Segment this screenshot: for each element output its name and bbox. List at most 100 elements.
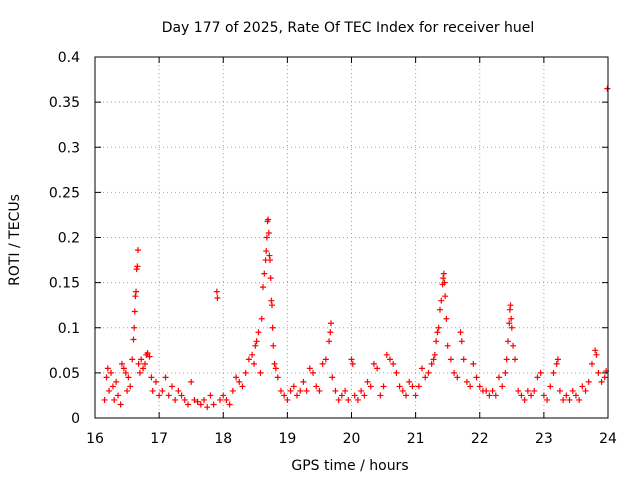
data-point — [124, 387, 131, 394]
data-point — [524, 387, 531, 394]
x-tick-label: 22 — [471, 431, 489, 447]
data-point — [322, 356, 329, 363]
data-point — [598, 378, 605, 385]
data-point — [260, 284, 267, 291]
data-point — [393, 369, 400, 376]
data-point — [374, 365, 381, 372]
data-point — [300, 378, 307, 385]
data-point — [106, 387, 113, 394]
data-point — [210, 401, 217, 408]
data-point — [540, 392, 547, 399]
data-point — [595, 369, 602, 376]
data-point — [553, 360, 560, 367]
data-point — [506, 306, 513, 313]
data-point — [430, 356, 437, 363]
data-point — [579, 383, 586, 390]
data-point — [588, 360, 595, 367]
data-point — [438, 297, 445, 304]
data-point — [287, 387, 294, 394]
data-point — [528, 392, 535, 399]
data-point — [537, 369, 544, 376]
data-point — [566, 396, 573, 403]
data-point — [370, 360, 377, 367]
data-point — [534, 374, 541, 381]
x-tick-label: 23 — [535, 431, 553, 447]
data-point — [327, 320, 334, 327]
data-point — [191, 396, 198, 403]
data-point — [367, 383, 374, 390]
data-point — [521, 396, 528, 403]
data-point — [457, 329, 464, 336]
data-point — [220, 392, 227, 399]
data-point — [441, 279, 448, 286]
data-point — [213, 288, 220, 295]
data-point — [267, 275, 274, 282]
data-point — [342, 387, 349, 394]
data-point — [601, 374, 608, 381]
data-point — [113, 378, 120, 385]
data-point — [172, 396, 179, 403]
data-point — [242, 369, 249, 376]
data-point — [463, 378, 470, 385]
data-point — [354, 396, 361, 403]
data-point — [109, 383, 116, 390]
data-point — [582, 387, 589, 394]
data-point — [101, 396, 108, 403]
data-point — [332, 387, 339, 394]
data-point — [127, 383, 134, 390]
data-point — [512, 356, 519, 363]
data-point — [125, 374, 132, 381]
data-points — [101, 85, 611, 411]
data-point — [361, 392, 368, 399]
y-tick-label: 0.25 — [49, 185, 80, 201]
data-point — [131, 308, 138, 315]
data-point — [454, 374, 461, 381]
data-point — [313, 383, 320, 390]
data-point — [380, 383, 387, 390]
data-point — [415, 383, 422, 390]
data-point — [108, 369, 115, 376]
data-point — [133, 288, 140, 295]
data-point — [433, 338, 440, 345]
data-point — [335, 396, 342, 403]
data-point — [162, 374, 169, 381]
data-point — [197, 401, 204, 408]
data-point — [184, 401, 191, 408]
data-point — [255, 329, 262, 336]
x-tick-label: 17 — [150, 431, 168, 447]
x-tick-label: 16 — [86, 431, 104, 447]
data-point — [329, 374, 336, 381]
data-point — [483, 387, 490, 394]
data-point — [268, 302, 275, 309]
data-point — [495, 374, 502, 381]
data-point — [251, 360, 258, 367]
data-point — [442, 293, 449, 300]
data-point — [554, 356, 561, 363]
y-tick-label: 0.05 — [49, 366, 80, 382]
data-point — [403, 392, 410, 399]
data-point — [377, 392, 384, 399]
data-point — [556, 387, 563, 394]
data-point — [506, 320, 513, 327]
data-point — [386, 356, 393, 363]
data-point — [576, 396, 583, 403]
data-point — [140, 365, 147, 372]
data-point — [253, 338, 260, 345]
x-tick-label: 20 — [343, 431, 361, 447]
data-point — [188, 378, 195, 385]
data-point — [223, 396, 230, 403]
data-point — [348, 356, 355, 363]
data-point — [550, 369, 557, 376]
data-point — [258, 315, 265, 322]
data-point — [245, 356, 252, 363]
data-point — [440, 270, 447, 277]
data-point — [440, 275, 447, 282]
data-point — [204, 404, 211, 411]
data-point — [508, 315, 515, 322]
axis-ticks — [94, 56, 609, 419]
data-point — [122, 369, 129, 376]
data-point — [406, 378, 413, 385]
data-point — [409, 383, 416, 390]
data-point — [148, 374, 155, 381]
